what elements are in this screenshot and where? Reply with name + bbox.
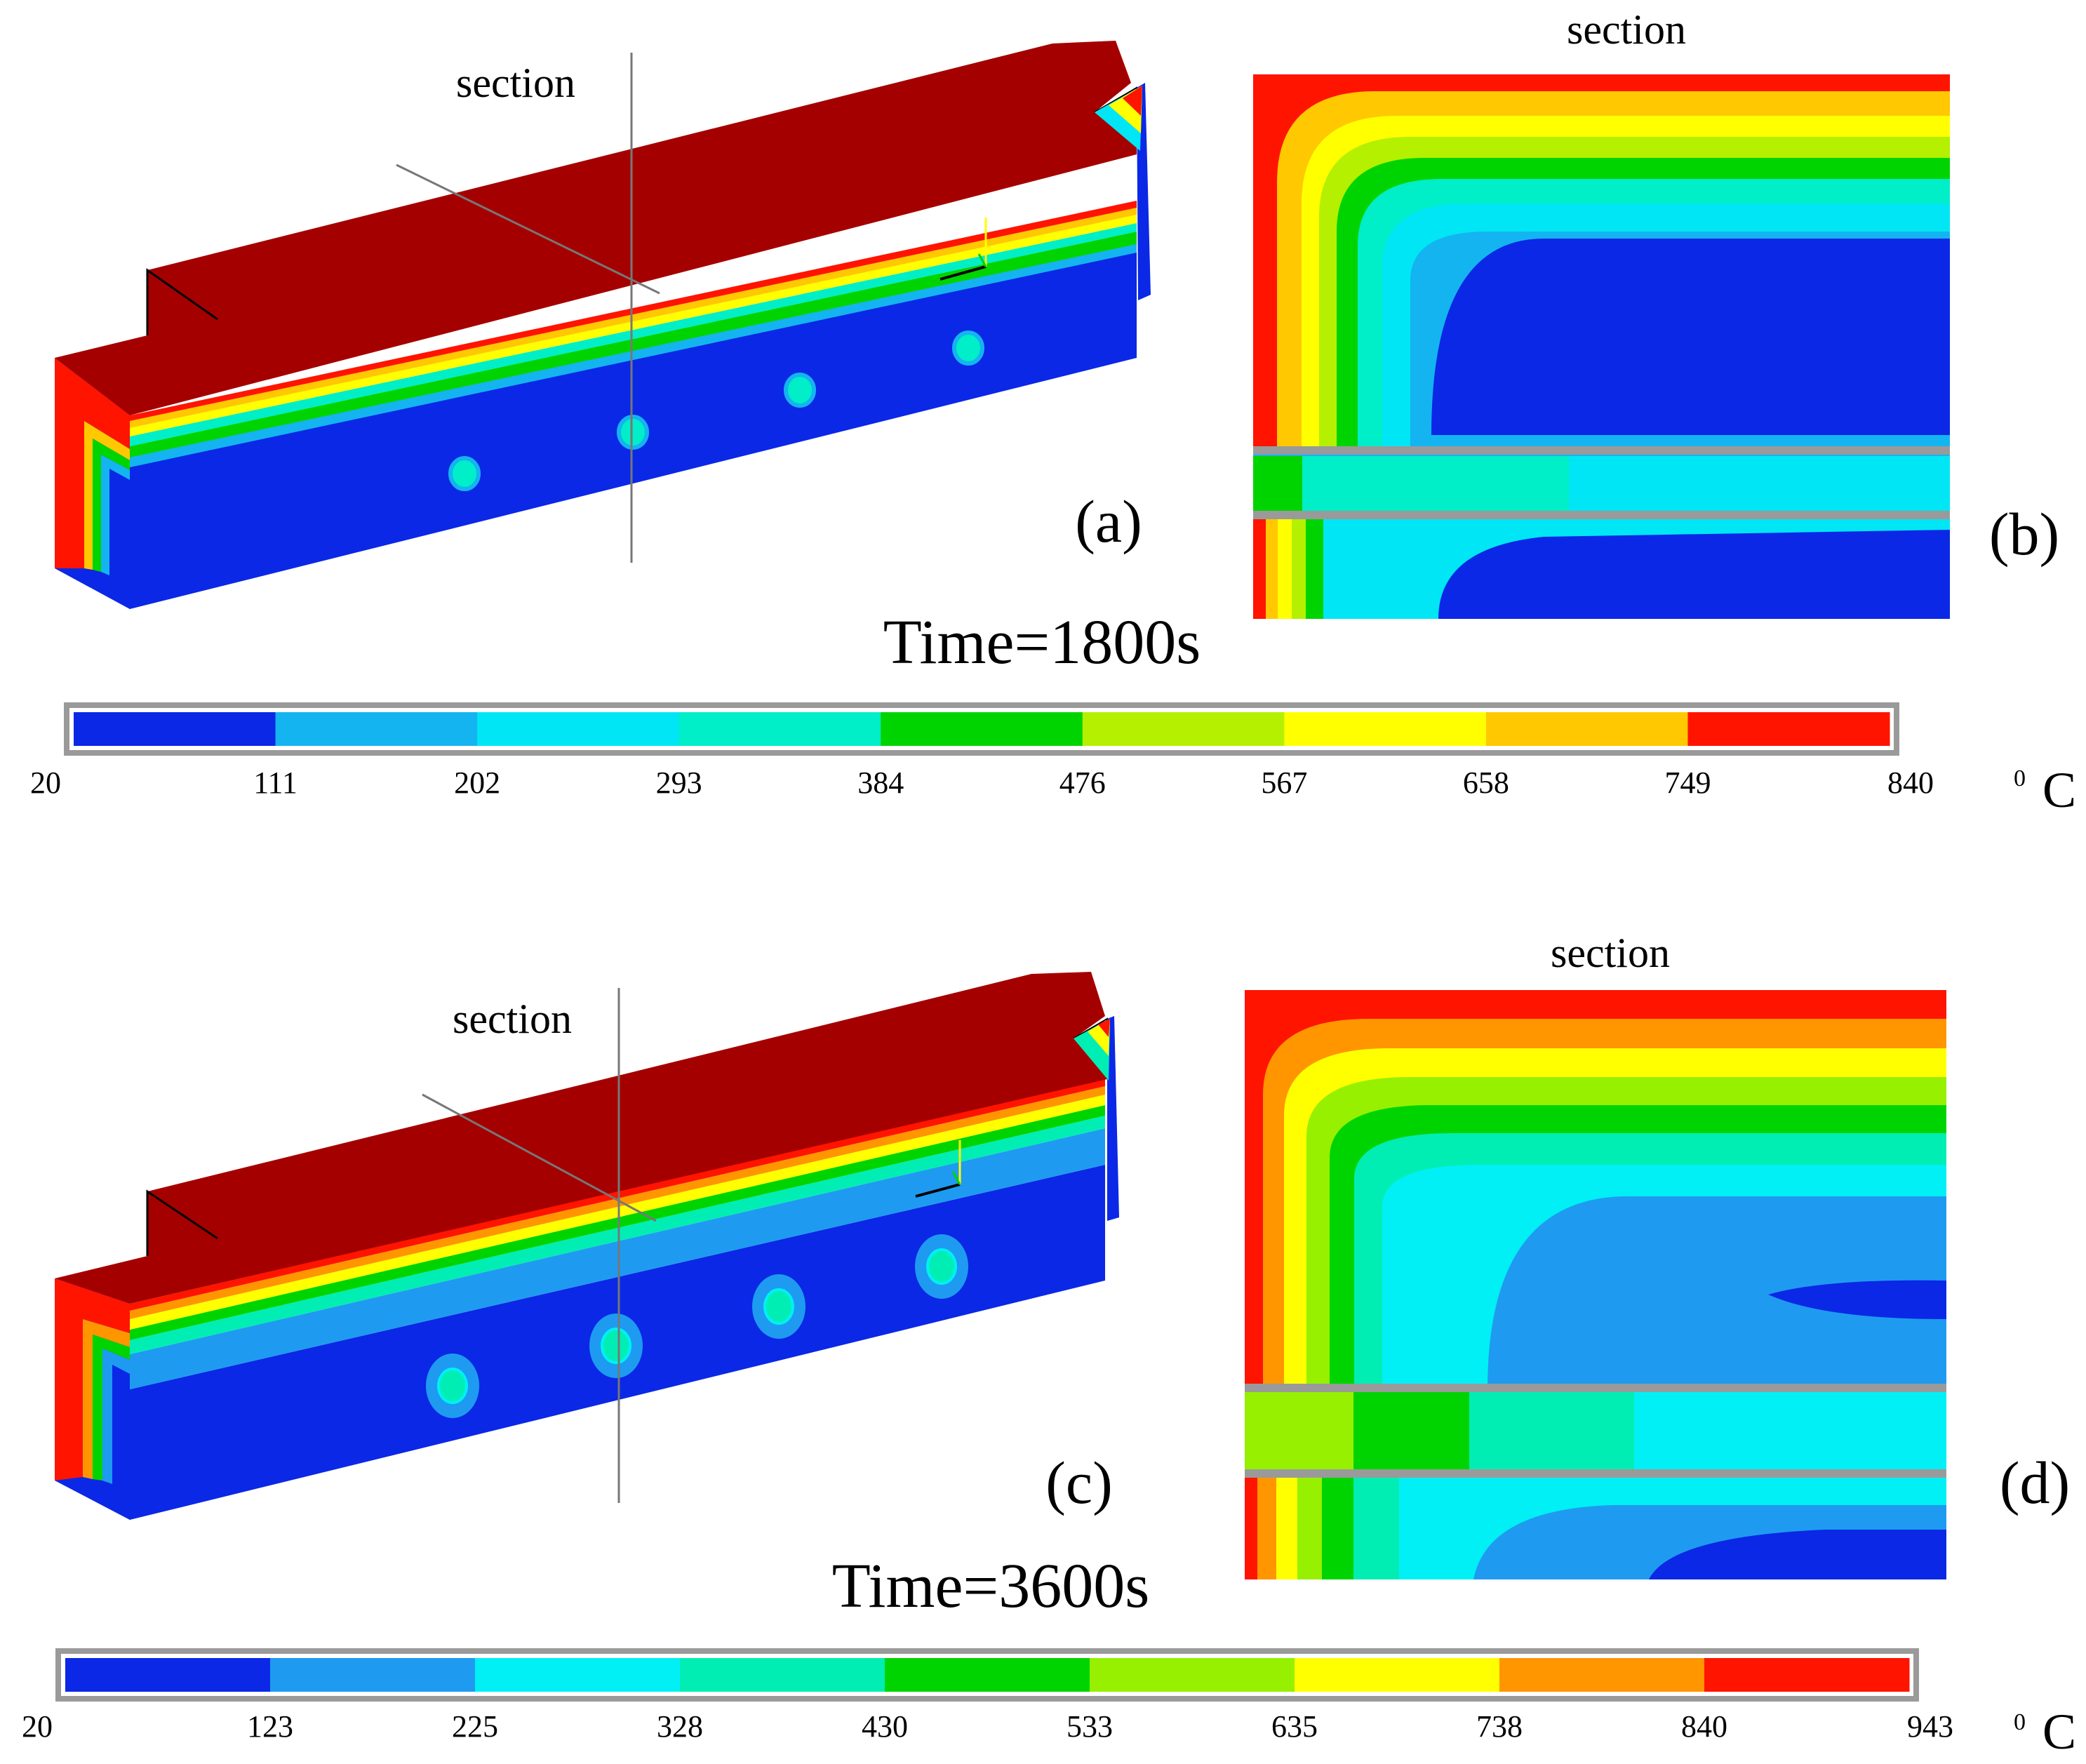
legend-bottom-tick-label: 123 (247, 1709, 293, 1744)
panel-d-section-map (1245, 990, 1946, 1579)
legend-top-bar (64, 702, 1899, 756)
legend-top-swatch (275, 712, 478, 746)
cooling-hole (763, 1288, 794, 1325)
legend-bottom-tick-label: 533 (1067, 1709, 1113, 1744)
legend-bottom-swatch (1704, 1658, 1910, 1692)
legend-top-tick-label: 111 (253, 766, 297, 800)
legend-top-ticks: 20 111 202 293 384 476 567 658 749 840 (30, 766, 1934, 800)
legend-bottom-swatch (1499, 1658, 1705, 1692)
section-line-diagonal (396, 163, 660, 295)
section-line-diagonal (422, 1093, 657, 1222)
legend-top-swatch (477, 712, 680, 746)
legend-top-tick-label: 749 (1664, 766, 1711, 800)
section-label-d: section (1551, 930, 1670, 976)
panel-b-section-map (1253, 74, 1950, 619)
legend-bottom-swatch (475, 1658, 681, 1692)
panel-c-beam (55, 972, 1119, 1520)
legend-top-tick-label: 840 (1887, 766, 1934, 800)
legend-top-swatch (1284, 712, 1487, 746)
cooling-hole (448, 456, 481, 491)
legend-top-swatch (1082, 712, 1285, 746)
legend-bottom-tick-label: 738 (1476, 1709, 1523, 1744)
legend-top-swatch (678, 712, 881, 746)
legend-top-tick-label: 293 (656, 766, 702, 800)
legend-top-swatch (1687, 712, 1890, 746)
legend-bottom-tick-label: 20 (22, 1709, 53, 1744)
axis-triad-icon (915, 1140, 961, 1198)
legend-top-tick-label: 567 (1261, 766, 1307, 800)
cooling-hole (952, 330, 984, 366)
time-label-top: Time=1800s (883, 608, 1201, 677)
legend-top-swatch (1485, 712, 1688, 746)
legend-bottom-ticks: 20 123 225 328 430 533 635 738 840 943 (22, 1709, 1953, 1744)
legend-top-tick-label: 658 (1463, 766, 1509, 800)
legend-bottom-swatch (1295, 1658, 1500, 1692)
legend-bottom-tick-label: 328 (657, 1709, 703, 1744)
legend-top-tick-label: 476 (1059, 766, 1106, 800)
legend-bottom-tick-label: 430 (862, 1709, 908, 1744)
time-label-bottom: Time=3600s (832, 1551, 1150, 1621)
legend-bottom-swatch (885, 1658, 1090, 1692)
panel-label-d: (d) (2000, 1449, 2070, 1516)
legend-top-tick-label: 20 (30, 766, 61, 800)
cooling-hole (601, 1328, 631, 1364)
legend-top-tick-label: 384 (857, 766, 904, 800)
section-label-b: section (1567, 6, 1686, 53)
section-label-a: section (456, 60, 575, 106)
legend-bottom-bar (55, 1648, 1919, 1702)
legend-bottom-tick-label: 635 (1271, 1709, 1318, 1744)
legend-bottom-swatch (270, 1658, 476, 1692)
legend-top-tick-label: 202 (454, 766, 500, 800)
cooling-hole (926, 1248, 957, 1285)
panel-label-c: (c) (1045, 1449, 1112, 1516)
unit-symbol-top: C (2042, 762, 2076, 818)
legend-top-swatch (881, 712, 1083, 746)
cooling-hole (617, 415, 649, 450)
panel-a-beam (55, 41, 1151, 609)
legend-bottom-swatch (65, 1658, 271, 1692)
unit-symbol-bottom: C (2042, 1704, 2076, 1760)
legend-bottom-tick-label: 225 (452, 1709, 498, 1744)
legend-bottom-swatch (680, 1658, 885, 1692)
axis-triad-icon (940, 218, 987, 281)
legend-bottom-swatch (1090, 1658, 1295, 1692)
unit-degree-bottom: 0 (2014, 1709, 2026, 1735)
panel-label-a: (a) (1075, 488, 1142, 555)
legend-bottom-tick-label: 943 (1907, 1709, 1953, 1744)
cooling-hole (437, 1368, 468, 1404)
panel-label-b: (b) (1989, 500, 2059, 568)
legend-top-swatch (74, 712, 276, 746)
unit-degree-top: 0 (2014, 766, 2026, 791)
cooling-hole (784, 373, 816, 408)
section-label-c: section (453, 996, 572, 1042)
legend-bottom-tick-label: 840 (1681, 1709, 1727, 1744)
